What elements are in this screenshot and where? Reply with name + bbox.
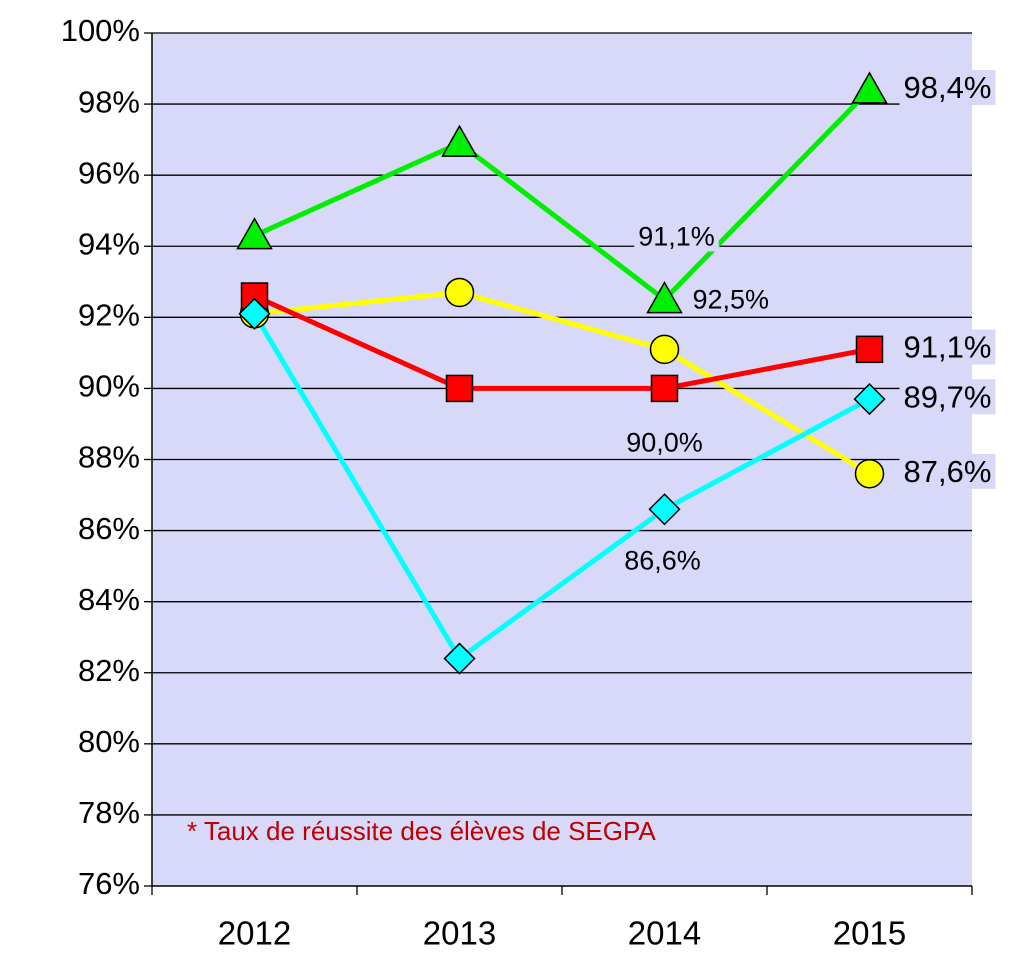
y-tick-label: 92% xyxy=(78,298,140,333)
marker xyxy=(649,334,680,365)
marker xyxy=(236,217,273,250)
data-label-bg xyxy=(899,329,996,365)
series-line xyxy=(252,312,871,662)
series-line xyxy=(253,88,872,303)
data-label-bg xyxy=(899,453,996,489)
marker xyxy=(648,493,681,526)
y-tick-label: 76% xyxy=(78,866,140,901)
series-line xyxy=(253,293,870,391)
y-tick-label: 100% xyxy=(61,13,140,48)
data-label: 92,5% xyxy=(693,285,770,315)
marker xyxy=(445,374,474,403)
y-tick-label: 86% xyxy=(78,511,140,546)
data-label: 91,1% xyxy=(904,330,992,365)
y-tick-label: 96% xyxy=(78,155,140,190)
data-label: 86,6% xyxy=(624,545,701,575)
marker xyxy=(444,277,475,308)
marker xyxy=(646,281,683,314)
series-line xyxy=(254,289,871,476)
data-label: 98,4% xyxy=(904,70,992,105)
data-label-bg xyxy=(622,427,707,458)
annotation: * Taux de réussite des élèves de SEGPA xyxy=(187,816,656,846)
y-tick-label: 90% xyxy=(78,369,140,404)
marker xyxy=(854,458,885,489)
marker xyxy=(855,335,884,364)
data-label-bg xyxy=(620,545,705,576)
y-tick-label: 94% xyxy=(78,226,140,261)
x-tick-label: 2015 xyxy=(833,915,906,952)
y-tick-label: 80% xyxy=(78,724,140,759)
data-label: 91,1% xyxy=(638,221,715,251)
data-label: 90,0% xyxy=(626,428,703,458)
data-label-bg xyxy=(899,70,996,106)
marker xyxy=(238,297,271,330)
data-label: 87,6% xyxy=(904,454,992,489)
data-label-bg xyxy=(899,379,996,415)
y-tick-label: 98% xyxy=(78,84,140,119)
data-label-bg xyxy=(688,284,774,315)
x-tick-label: 2013 xyxy=(423,915,496,952)
marker xyxy=(853,383,886,416)
y-tick-label: 88% xyxy=(78,440,140,475)
y-tick-label: 82% xyxy=(78,653,140,688)
x-tick-label: 2014 xyxy=(628,915,701,952)
x-tick-label: 2012 xyxy=(218,915,291,952)
data-label-bg xyxy=(634,221,719,252)
marker xyxy=(441,124,478,157)
y-tick-label: 78% xyxy=(78,795,140,830)
marker xyxy=(851,71,888,104)
y-tick-label: 84% xyxy=(78,582,140,617)
marker xyxy=(650,374,679,403)
marker xyxy=(443,642,476,675)
data-label: 89,7% xyxy=(904,379,992,414)
